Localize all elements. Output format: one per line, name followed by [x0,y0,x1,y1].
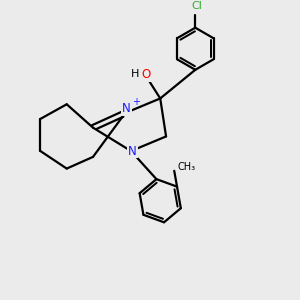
Text: O: O [142,68,151,81]
Text: CH₃: CH₃ [177,162,196,172]
Text: +: + [132,97,140,107]
Text: N: N [128,145,137,158]
Text: N: N [122,102,131,115]
Text: H: H [130,69,139,79]
Text: Cl: Cl [191,2,202,11]
